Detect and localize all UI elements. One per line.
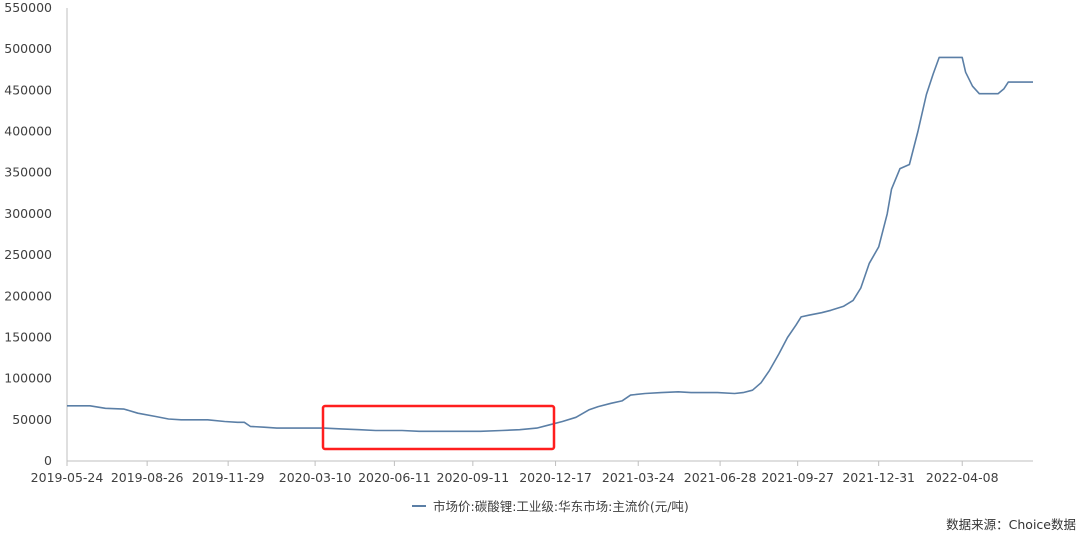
y-axis: 0 50000 100000 150000 200000 250000 300000 3500… <box>4 0 68 468</box>
data-source-note: 数据来源：Choice数据 <box>946 517 1076 532</box>
y-tick-label: 500000 <box>4 41 52 56</box>
y-tick-label: 150000 <box>4 329 52 344</box>
x-tick-label: 2020-03-10 <box>279 470 352 485</box>
y-tick-label: 50000 <box>12 412 52 427</box>
x-tick-label: 2022-04-08 <box>926 470 999 485</box>
x-tick-label: 2021-03-24 <box>602 470 675 485</box>
x-tick-label: 2019-08-26 <box>111 470 184 485</box>
legend-swatch <box>412 504 426 507</box>
x-axis: 2019-05-24 2019-08-26 2019-11-29 2020-03-10… <box>31 460 1033 485</box>
y-tick-label: 550000 <box>4 0 52 15</box>
y-tick-label: 450000 <box>4 82 52 97</box>
series-line-0 <box>67 56 1033 433</box>
x-tick-label: 2021-09-27 <box>761 470 834 485</box>
highlight-box <box>321 404 556 451</box>
y-tick-label: 300000 <box>4 206 52 221</box>
y-tick-label: 0 <box>44 453 52 468</box>
x-tick-label: 2019-05-24 <box>31 470 104 485</box>
legend-label: 市场价:碳酸锂:工业级:华东市场:主流价(元/吨) <box>433 499 689 514</box>
plot-area <box>67 56 1033 433</box>
y-tick-label: 250000 <box>4 247 52 262</box>
y-tick-label: 200000 <box>4 288 52 303</box>
x-tick-label: 2020-06-11 <box>358 470 431 485</box>
legend: 市场价:碳酸锂:工业级:华东市场:主流价(元/吨) <box>412 496 689 515</box>
y-tick-label: 100000 <box>4 371 52 386</box>
x-tick-label: 2021-12-31 <box>842 470 915 485</box>
x-tick-label: 2020-09-11 <box>437 470 510 485</box>
x-tick-label: 2019-11-29 <box>192 470 265 485</box>
y-tick-label: 400000 <box>4 124 52 139</box>
x-tick-label: 2020-12-17 <box>519 470 592 485</box>
x-tick-label: 2021-06-28 <box>684 470 757 485</box>
y-tick-label: 350000 <box>4 165 52 180</box>
